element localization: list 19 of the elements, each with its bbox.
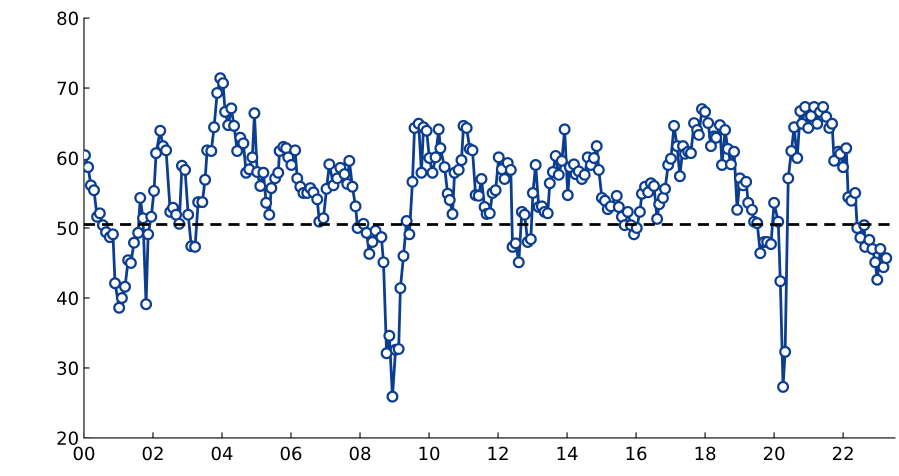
y-tick-label: 30: [58, 361, 78, 376]
x-tick-label: 04: [212, 446, 232, 460]
x-tick-label: 22: [832, 446, 853, 460]
x-tick-label: 02: [142, 446, 163, 460]
y-tick-label: 20: [57, 431, 78, 446]
x-tick-label: 16: [626, 446, 646, 460]
y-tick-label: 60: [57, 151, 78, 166]
x-tick-label: 12: [488, 446, 508, 460]
y-tick-label: 70: [58, 82, 78, 96]
y-tick-label: 50: [58, 221, 78, 236]
x-tick-label: 20: [764, 446, 784, 460]
x-tick-label: 08: [350, 446, 370, 460]
x-tick-label: 14: [558, 446, 578, 460]
y-tick-label: 40: [57, 291, 78, 306]
x-tick-label: 18: [696, 446, 716, 460]
x-tick-label: 00: [74, 446, 94, 460]
x-tick-label: 06: [280, 446, 302, 460]
x-tick-label: 10: [420, 446, 440, 460]
y-tick-label: 80: [57, 12, 78, 26]
